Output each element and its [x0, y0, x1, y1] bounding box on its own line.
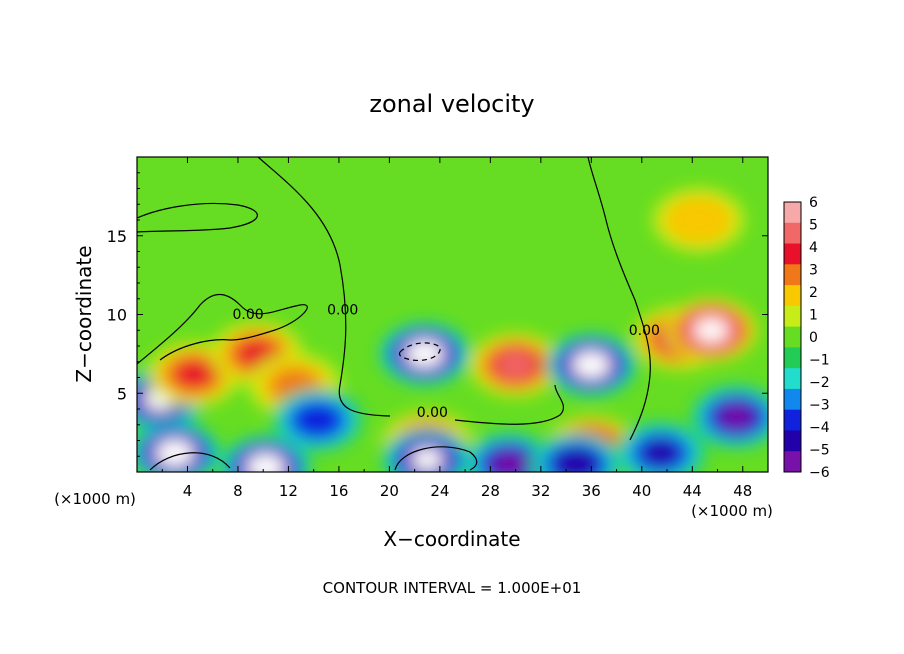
x-tick-label: 8 — [233, 482, 243, 500]
velocity-feature — [530, 432, 623, 472]
velocity-feature — [378, 321, 471, 386]
x-tick-label: 32 — [531, 482, 550, 500]
velocity-level — [411, 448, 443, 471]
velocity-level — [410, 343, 440, 365]
colorbar-swatch — [784, 202, 801, 224]
colorbar-swatch — [784, 409, 801, 431]
chart-title: zonal velocity — [369, 90, 534, 118]
plot-area: 0.00 0.00 0.00 0.00 — [137, 157, 768, 472]
velocity-feature — [690, 384, 768, 449]
y-axis-label: Z−coordinate — [72, 245, 96, 382]
zero-contour-mid — [454, 384, 565, 425]
colorbar-label: −4 — [809, 420, 830, 436]
colorbar-label: −5 — [809, 443, 830, 459]
velocity-level — [492, 452, 527, 472]
negative-contour — [398, 342, 441, 362]
colorbar-label: 1 — [809, 308, 818, 324]
y-tick-label: 15 — [107, 227, 127, 246]
x-tick-label: 4 — [183, 482, 193, 500]
velocity-level — [559, 452, 593, 472]
x-unit-right: (×1000 m) — [691, 502, 773, 520]
colorbar-swatch — [784, 285, 801, 307]
velocity-level — [576, 354, 607, 376]
x-tick-label: 24 — [430, 482, 449, 500]
velocity-level — [497, 351, 534, 378]
contour-interval-footer: CONTOUR INTERVAL = 1.000E+01 — [323, 579, 582, 597]
velocity-level — [719, 404, 754, 429]
x-tick-label: 20 — [380, 482, 399, 500]
contour-label: 0.00 — [327, 303, 358, 319]
velocity-level — [299, 406, 336, 434]
velocity-level — [674, 202, 723, 238]
colorbar-label: −3 — [809, 398, 830, 414]
velocity-feature — [463, 432, 556, 472]
colorbar-label: −2 — [809, 375, 830, 391]
colorbar-swatch — [784, 305, 801, 328]
colorbar-label: 0 — [809, 330, 818, 346]
velocity-level — [173, 359, 215, 390]
zero-contour-x16 — [257, 157, 391, 417]
zero-contour-bottom — [149, 446, 478, 471]
y-axis-ticks: 5 10 15 — [107, 172, 768, 457]
velocity-feature — [137, 421, 221, 472]
y-tick-label: 5 — [117, 384, 127, 403]
velocity-feature — [469, 332, 562, 397]
velocity-feature — [614, 421, 707, 472]
contour-labels: 0.00 0.00 0.00 0.00 — [232, 303, 659, 421]
colorbar-label: −1 — [809, 353, 830, 369]
velocity-feature — [271, 388, 364, 453]
zero-contour-left-middle — [137, 293, 308, 365]
x-unit-left: (×1000 m) — [54, 490, 136, 508]
y-tick-label: 10 — [107, 306, 127, 325]
contour-label: 0.00 — [232, 307, 263, 323]
colorbar-label: 6 — [809, 195, 818, 211]
x-tick-label: 16 — [329, 482, 348, 500]
x-tick-label: 44 — [683, 482, 702, 500]
colorbar-swatch — [784, 347, 801, 369]
colorbar-label: 2 — [809, 285, 818, 301]
x-tick-label: 40 — [632, 482, 651, 500]
zero-contour-left-upper — [137, 202, 258, 233]
colorbar-label: 5 — [809, 218, 818, 234]
colorbar-frame — [783, 201, 802, 473]
colorbar-swatch — [784, 451, 801, 473]
x-tick-label: 28 — [481, 482, 500, 500]
velocity-field — [137, 188, 768, 472]
colorbar-swatch — [784, 243, 801, 265]
colorbar-swatch — [784, 222, 801, 245]
velocity-level — [695, 319, 727, 342]
x-tick-label: 48 — [733, 482, 752, 500]
zero-contours — [137, 157, 651, 471]
x-axis-ticks: 4 8 12 16 20 24 28 32 36 40 44 48 — [161, 157, 752, 500]
x-tick-label: 12 — [279, 482, 298, 500]
colorbar: 6 5 4 3 2 1 0 −1 −2 −3 −4 −5 −6 — [783, 195, 830, 481]
colorbar-swatch — [784, 326, 801, 348]
colorbar-swatch — [784, 430, 801, 452]
colorbar-swatch — [784, 368, 801, 390]
contour-label: 0.00 — [417, 405, 448, 421]
velocity-level — [251, 456, 281, 472]
colorbar-swatch — [784, 388, 801, 411]
velocity-feature — [545, 332, 638, 397]
colorbar-label: −6 — [809, 465, 830, 481]
velocity-level — [642, 440, 680, 467]
colorbar-label: 3 — [809, 263, 818, 279]
velocity-feature — [652, 188, 745, 252]
zero-contour-x40 — [587, 157, 651, 441]
colorbar-label: 4 — [809, 240, 818, 256]
contour-label: 0.00 — [629, 323, 660, 339]
colorbar-swatch — [784, 264, 801, 286]
velocity-feature — [665, 298, 758, 363]
x-axis-label: X−coordinate — [383, 527, 520, 551]
x-tick-label: 36 — [582, 482, 601, 500]
